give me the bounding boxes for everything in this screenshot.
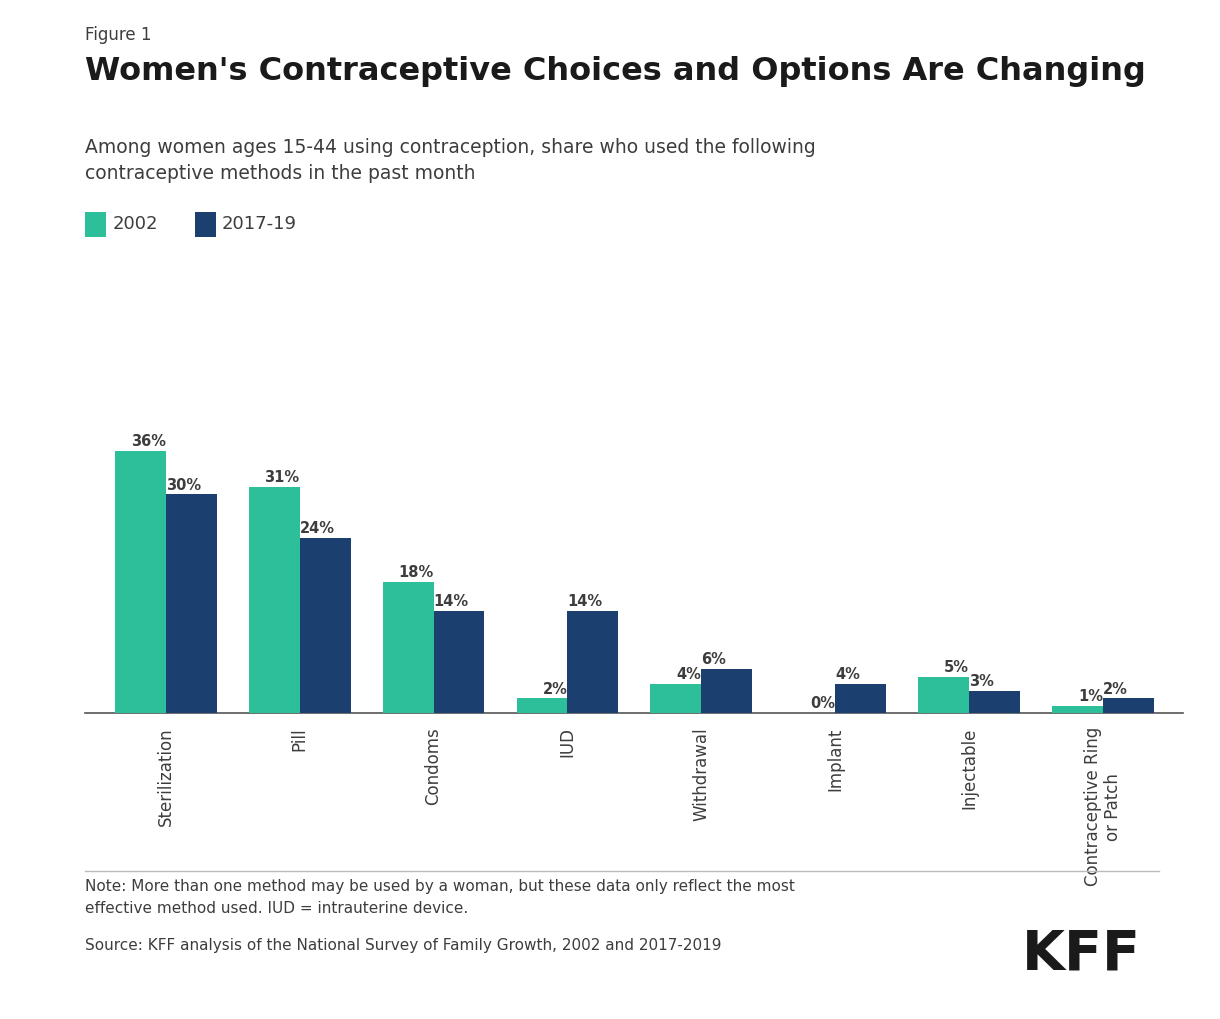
Text: 4%: 4% — [676, 666, 702, 682]
Text: 31%: 31% — [265, 470, 300, 485]
Text: 30%: 30% — [166, 477, 201, 492]
Bar — [836, 684, 886, 713]
Bar — [1103, 699, 1154, 713]
Text: 4%: 4% — [836, 666, 860, 682]
Text: 0%: 0% — [810, 695, 836, 710]
Text: Source: KFF analysis of the National Survey of Family Growth, 2002 and 2017-2019: Source: KFF analysis of the National Sur… — [85, 937, 722, 953]
Text: Figure 1: Figure 1 — [85, 25, 152, 44]
Text: 14%: 14% — [567, 593, 603, 608]
Bar — [969, 692, 1020, 713]
Bar — [115, 451, 166, 713]
Bar — [919, 677, 969, 713]
Text: 3%: 3% — [969, 674, 994, 689]
Text: 2%: 2% — [1103, 681, 1129, 696]
Bar — [383, 582, 433, 713]
Text: 6%: 6% — [702, 652, 726, 666]
Text: KFF: KFF — [1021, 926, 1141, 980]
Bar — [650, 684, 701, 713]
Text: 36%: 36% — [131, 433, 166, 448]
Text: 1%: 1% — [1078, 688, 1103, 703]
Text: Among women ages 15-44 using contraception, share who used the following
contrac: Among women ages 15-44 using contracepti… — [85, 138, 816, 183]
Text: 24%: 24% — [300, 521, 334, 536]
Text: 18%: 18% — [398, 565, 433, 580]
Bar — [516, 699, 567, 713]
Text: 5%: 5% — [944, 659, 969, 674]
Text: Note: More than one method may be used by a woman, but these data only reflect t: Note: More than one method may be used b… — [85, 878, 795, 915]
Text: 2002: 2002 — [112, 215, 157, 233]
Text: Women's Contraceptive Choices and Options Are Changing: Women's Contraceptive Choices and Option… — [85, 56, 1147, 87]
Text: 2%: 2% — [543, 681, 567, 696]
Text: 2017-19: 2017-19 — [222, 215, 296, 233]
Bar — [166, 495, 217, 713]
Bar — [300, 539, 350, 713]
Text: 14%: 14% — [433, 593, 468, 608]
Bar — [567, 611, 619, 713]
Bar — [702, 669, 753, 713]
Bar — [249, 488, 300, 713]
Bar — [433, 611, 484, 713]
Bar — [1052, 706, 1103, 713]
